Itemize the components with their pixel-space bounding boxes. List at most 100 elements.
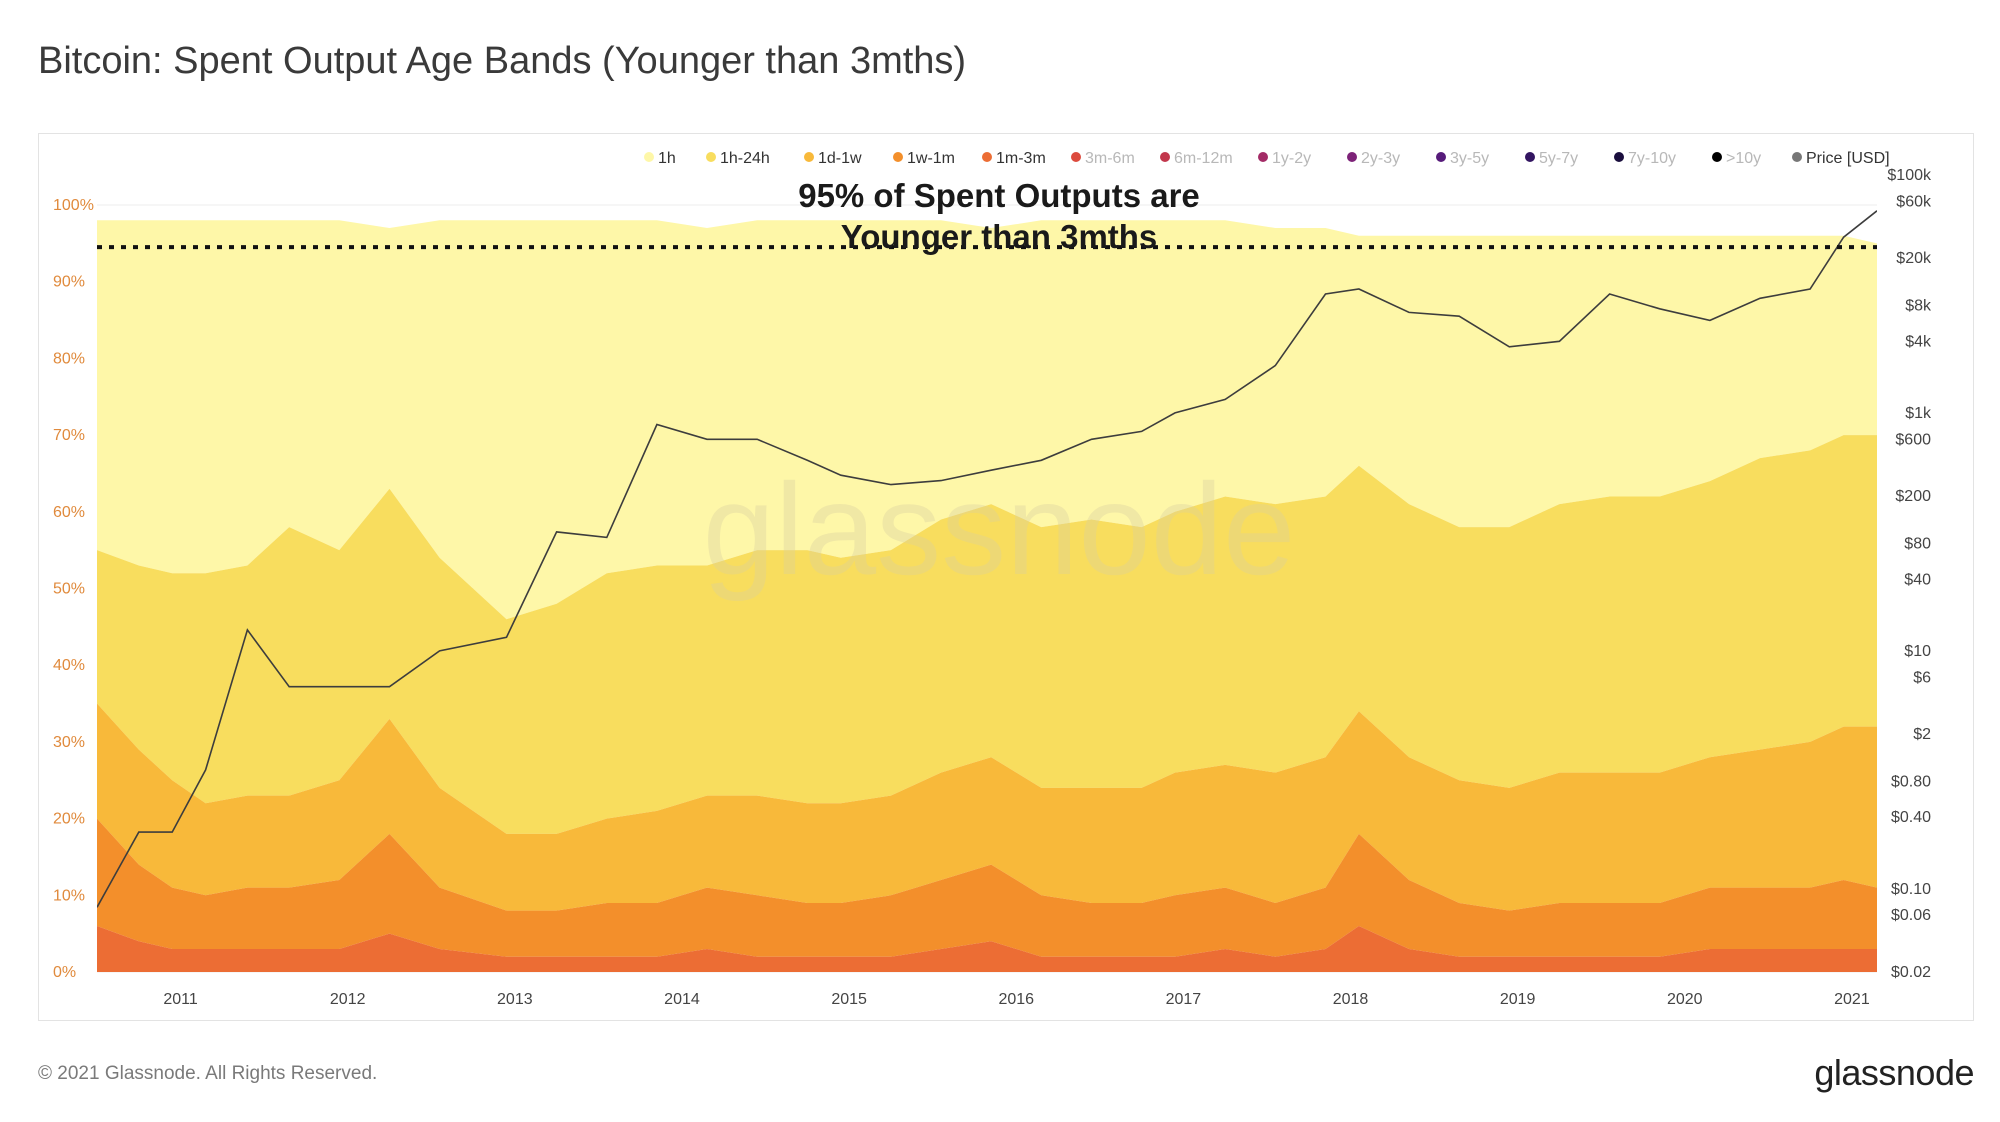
legend-label-0: 1h (658, 150, 676, 167)
area-band-1h (97, 220, 1877, 620)
legend-item-4[interactable]: 1m-3m (982, 150, 1046, 167)
legend-label-10: 5y-7y (1539, 150, 1578, 167)
legend-item-12[interactable]: >10y (1712, 150, 1761, 167)
legend-item-10[interactable]: 5y-7y (1525, 150, 1578, 167)
legend-label-13: Price [USD] (1806, 150, 1890, 167)
legend-swatch-3 (893, 152, 903, 162)
y-right-tick-8: $80 (1904, 535, 1931, 552)
legend-item-13[interactable]: Price [USD] (1792, 150, 1890, 167)
legend-label-12: >10y (1726, 150, 1761, 167)
legend-label-6: 6m-12m (1174, 150, 1233, 167)
annotation-line-2: Younger than 3mths (841, 218, 1158, 255)
legend-swatch-2 (804, 152, 814, 162)
y-right-tick-7: $200 (1895, 488, 1931, 505)
y-left-tick-5: 50% (53, 581, 85, 598)
legend-swatch-6 (1160, 152, 1170, 162)
legend-label-1: 1h-24h (720, 150, 770, 167)
page-title: Bitcoin: Spent Output Age Bands (Younger… (38, 40, 967, 82)
y-right-tick-11: $6 (1913, 669, 1931, 686)
area-band-1h-24h (97, 435, 1877, 834)
legend-item-11[interactable]: 7y-10y (1614, 150, 1676, 167)
legend-label-4: 1m-3m (996, 150, 1046, 167)
glassnode-logo[interactable]: glassnode (1814, 1052, 1974, 1093)
y-right-tick-15: $0.10 (1891, 881, 1931, 898)
y-left-tick-4: 60% (53, 504, 85, 521)
area-band-1w-1m (97, 818, 1877, 957)
legend-item-7[interactable]: 1y-2y (1258, 150, 1311, 167)
y-left-tick-8: 20% (53, 811, 85, 828)
legend-swatch-8 (1347, 152, 1357, 162)
y-left-tick-0: 100% (53, 197, 94, 214)
x-tick-2012: 2012 (330, 991, 366, 1008)
y-right-tick-3: $8k (1905, 298, 1932, 315)
legend-label-5: 3m-6m (1085, 150, 1135, 167)
legend-swatch-9 (1436, 152, 1446, 162)
legend-label-8: 2y-3y (1361, 150, 1400, 167)
legend-item-6[interactable]: 6m-12m (1160, 150, 1233, 167)
legend-item-2[interactable]: 1d-1w (804, 150, 862, 167)
y-right-tick-9: $40 (1904, 571, 1931, 588)
x-tick-2020: 2020 (1667, 991, 1703, 1008)
legend-item-0[interactable]: 1h (644, 150, 676, 167)
legend-item-9[interactable]: 3y-5y (1436, 150, 1489, 167)
chart-areas (97, 220, 1877, 972)
x-tick-2019: 2019 (1500, 991, 1536, 1008)
x-axis: 2011 2012 2013 2014 2015 2016 2017 2018 2019 2020… (163, 991, 1869, 1008)
x-tick-2017: 2017 (1166, 991, 1202, 1008)
x-tick-2015: 2015 (831, 991, 867, 1008)
legend-swatch-11 (1614, 152, 1624, 162)
legend-label-9: 3y-5y (1450, 150, 1489, 167)
legend-swatch-0 (644, 152, 654, 162)
y-left-tick-9: 10% (53, 887, 85, 904)
y-right-tick-12: $2 (1913, 726, 1931, 743)
legend-item-5[interactable]: 3m-6m (1071, 150, 1135, 167)
y-right-tick-10: $10 (1904, 643, 1931, 660)
y-right-tick-2: $20k (1896, 250, 1932, 267)
area-band-1m-3m (97, 926, 1877, 972)
footer-copyright: © 2021 Glassnode. All Rights Reserved. (38, 1063, 378, 1084)
y-right-tick-13: $0.80 (1891, 773, 1931, 790)
y-right-tick-5: $1k (1905, 405, 1932, 422)
x-tick-2014: 2014 (664, 991, 700, 1008)
y-axis-left: 100% 90% 80% 70% 60% 50% 40% 30% 20% 10% 0% (53, 197, 94, 981)
legend-item-1[interactable]: 1h-24h (706, 150, 770, 167)
y-right-tick-1: $60k (1896, 193, 1932, 210)
legend-swatch-13 (1792, 152, 1802, 162)
x-tick-2016: 2016 (998, 991, 1034, 1008)
area-band-1d-1w (97, 703, 1877, 911)
y-right-tick-6: $600 (1895, 431, 1931, 448)
legend-label-3: 1w-1m (907, 150, 955, 167)
legend-label-2: 1d-1w (818, 150, 862, 167)
chart-container: Price [USD] >10y 7y-10y 5y-7y 3y-5y 2y-3y 1y-2… (38, 133, 1974, 1021)
legend-swatch-12 (1712, 152, 1722, 162)
legend-swatch-10 (1525, 152, 1535, 162)
chart-legend: Price [USD] >10y 7y-10y 5y-7y 3y-5y 2y-3y 1y-2… (644, 150, 1890, 167)
y-left-tick-3: 70% (53, 427, 85, 444)
legend-item-8[interactable]: 2y-3y (1347, 150, 1400, 167)
legend-swatch-4 (982, 152, 992, 162)
x-tick-2021: 2021 (1834, 991, 1870, 1008)
annotation-line-1: 95% of Spent Outputs are (798, 177, 1200, 214)
y-left-tick-2: 80% (53, 350, 85, 367)
legend-label-11: 7y-10y (1628, 150, 1676, 167)
legend-item-3[interactable]: 1w-1m (893, 150, 955, 167)
y-left-tick-7: 30% (53, 734, 85, 751)
y-right-tick-4: $4k (1905, 333, 1932, 350)
chart-svg: Price [USD] >10y 7y-10y 5y-7y 3y-5y 2y-3y 1y-2… (53, 150, 1932, 1008)
legend-swatch-1 (706, 152, 716, 162)
y-axis-right: $100k $60k $20k $8k $4k $1k $600 $200 $80 $40 $10 $… (1887, 167, 1932, 981)
y-right-tick-14: $0.40 (1891, 809, 1931, 826)
y-right-tick-17: $0.02 (1891, 964, 1931, 981)
x-tick-2018: 2018 (1333, 991, 1369, 1008)
legend-swatch-5 (1071, 152, 1081, 162)
price-usd-path (97, 210, 1877, 908)
y-right-tick-16: $0.06 (1891, 907, 1931, 924)
y-right-tick-0: $100k (1887, 167, 1932, 184)
legend-swatch-7 (1258, 152, 1268, 162)
y-left-tick-1: 90% (53, 274, 85, 291)
legend-label-7: 1y-2y (1272, 150, 1311, 167)
chart-watermark: glassnode (703, 456, 1296, 602)
x-tick-2011: 2011 (163, 991, 198, 1008)
price-line (97, 210, 1877, 908)
y-left-tick-6: 40% (53, 657, 85, 674)
